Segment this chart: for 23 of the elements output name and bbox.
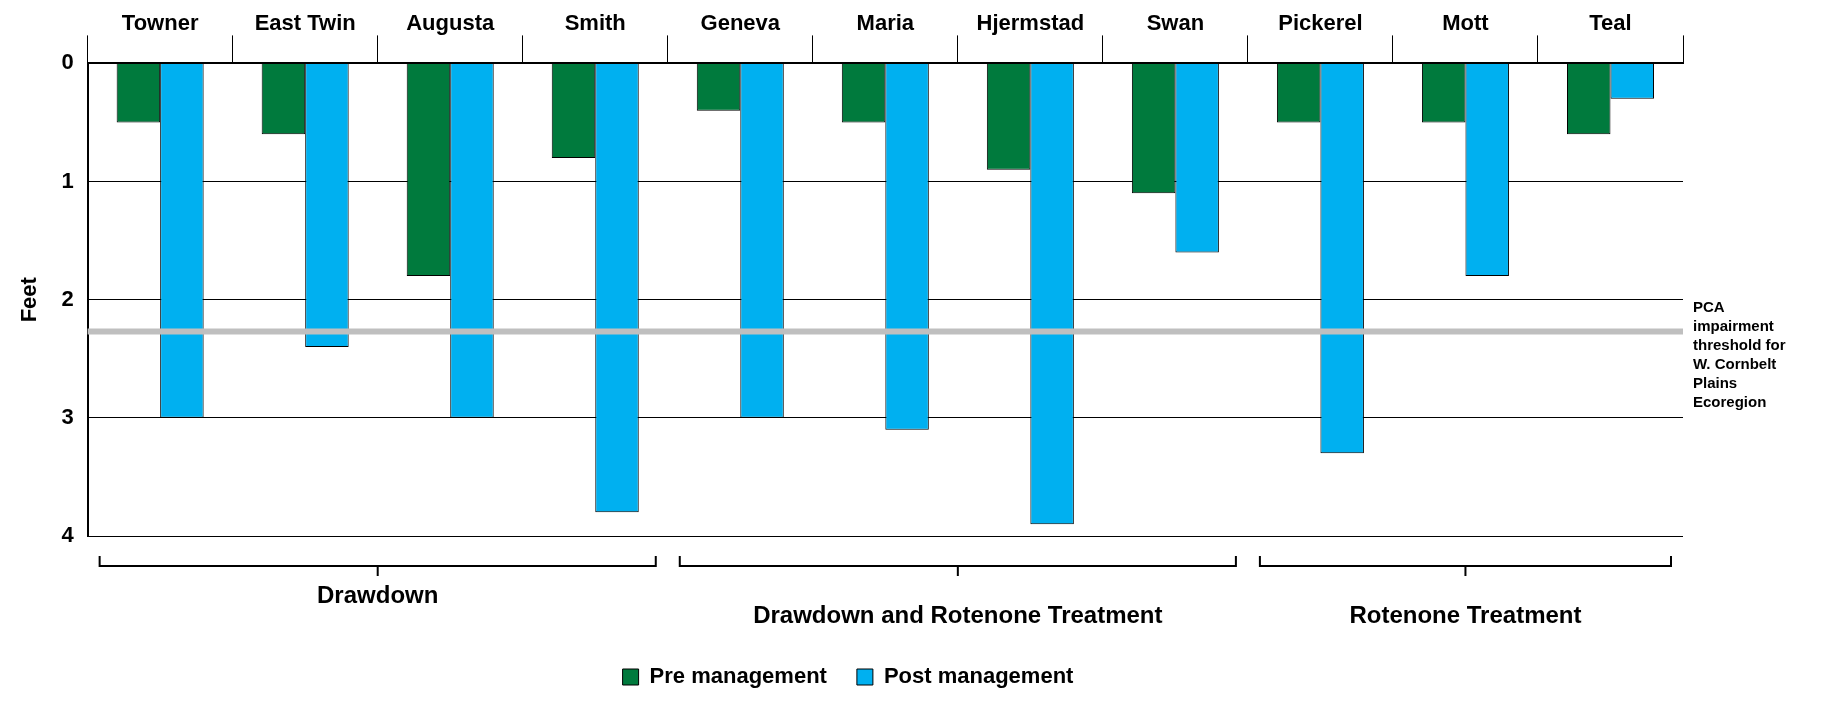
legend-label: Post management bbox=[883, 663, 1075, 689]
x-tick-label: Smith bbox=[564, 10, 626, 36]
y-axis-title: Feet bbox=[16, 276, 42, 323]
y-tick-label: 4 bbox=[61, 522, 75, 548]
x-tick-label: East Twin bbox=[254, 10, 356, 36]
x-tick-label: Augusta bbox=[406, 10, 495, 36]
x-tick-label: Hjermstad bbox=[976, 10, 1085, 36]
ref-line-label: PCA impairment threshold for W. Cornbelt Plains Ecoregion bbox=[1693, 297, 1786, 410]
x-tick-label: Teal bbox=[1589, 10, 1632, 36]
x-tick-label: Towner bbox=[121, 10, 199, 36]
y-tick-label: 0 bbox=[61, 49, 74, 75]
y-tick-label: 1 bbox=[61, 167, 74, 193]
x-tick-label: Geneva bbox=[700, 10, 781, 36]
x-tick-label: Swan bbox=[1146, 10, 1205, 36]
x-tick-label: Mott bbox=[1442, 10, 1490, 36]
x-tick-label: Maria bbox=[856, 10, 915, 36]
text: Drawdown and Rotenone Treatment bbox=[753, 600, 1163, 628]
text: Rotenone Treatment bbox=[1349, 600, 1582, 628]
y-tick-label: 2 bbox=[61, 285, 74, 311]
x-tick-label: Pickerel bbox=[1278, 10, 1363, 36]
legend-label: Pre management bbox=[649, 663, 828, 689]
text: Drawdown bbox=[317, 580, 439, 608]
y-tick-label: 3 bbox=[61, 403, 74, 429]
